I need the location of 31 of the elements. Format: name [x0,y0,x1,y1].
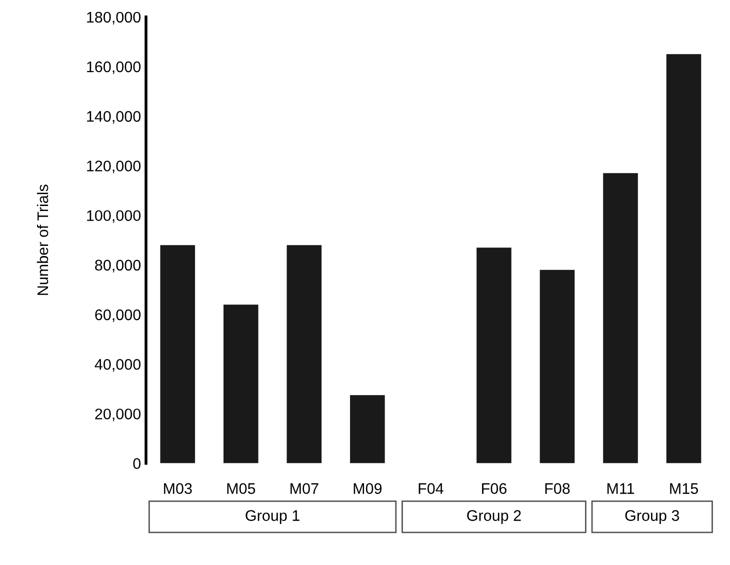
y-tick-label: 180,000 [87,12,141,24]
bar [160,245,196,464]
bar [603,173,638,464]
bar [666,54,702,464]
text: Group 3 [625,510,680,524]
x-tick-label: M11 [607,483,634,494]
bar [286,245,322,464]
x-tick-label: M05 [227,483,256,494]
y-tick-label: 60,000 [95,309,141,322]
y-tick-label: 100,000 [87,210,141,223]
x-tick-label: F04 [418,483,444,494]
y-tick-label: 160,000 [87,61,141,74]
y-axis-title: Number of Trials [36,184,48,295]
x-tick-label: M09 [354,483,382,494]
text: Group 1 [246,510,300,524]
x-tick-label: F08 [545,483,570,494]
y-tick-label: 20,000 [95,408,141,422]
y-tick-label: 40,000 [94,358,141,372]
x-tick-label: M07 [290,483,318,494]
bar [350,395,385,464]
x-tick-label: M15 [670,483,698,494]
y-tick-label: 80,000 [95,260,141,272]
bar [476,248,512,464]
bar [540,270,575,464]
text: Group 2 [467,510,521,524]
y-tick-label: 140,000 [87,111,141,124]
bar [224,304,258,464]
y-tick-label: 120,000 [87,160,141,174]
y-tick-label: 0 [133,458,141,469]
x-tick-label: M03 [164,483,192,494]
x-tick-label: F06 [482,483,506,494]
